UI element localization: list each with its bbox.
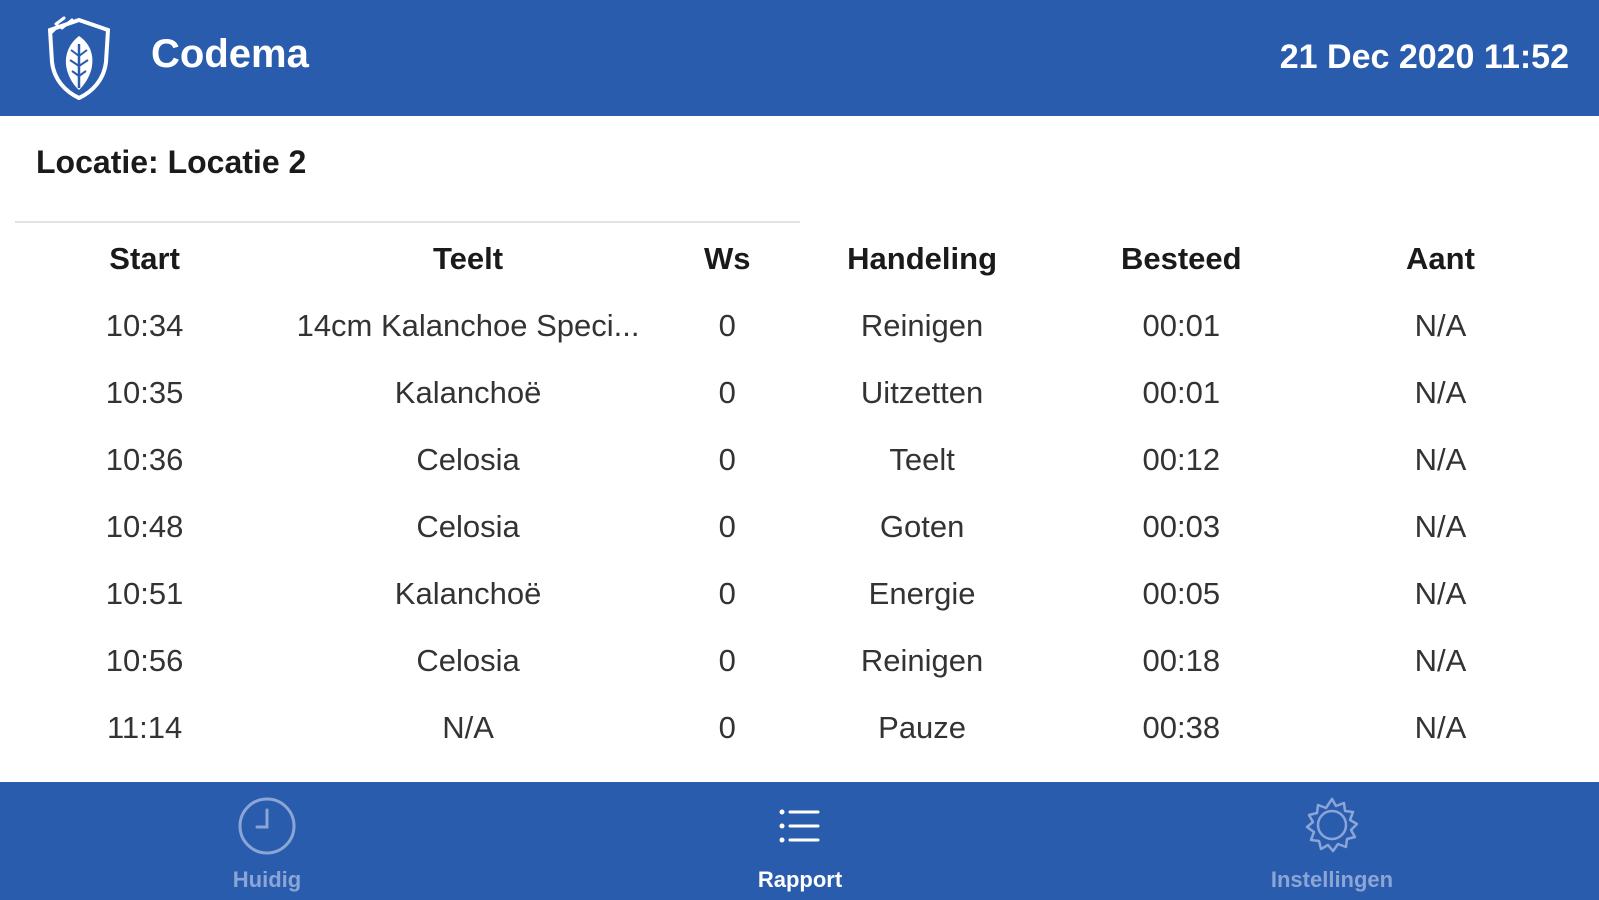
cell-besteed: 00:01 <box>1142 374 1221 410</box>
cell-aant: N/A <box>1414 575 1467 611</box>
shield-leaf-logo-icon <box>47 16 111 100</box>
cell-ws: 0 <box>718 709 736 745</box>
cell-ws: 0 <box>718 307 736 343</box>
cell-aant: N/A <box>1414 307 1467 343</box>
table-row[interactable]: 10:36 Celosia 0 Teelt 00:12 N/A <box>15 426 1570 493</box>
cell-aant: N/A <box>1414 441 1467 477</box>
tab-instellingen-label: Instellingen <box>1270 867 1394 892</box>
table-row[interactable]: 10:51 Kalanchoë 0 Energie 00:05 N/A <box>15 560 1570 627</box>
cell-teelt: Kalanchoë <box>394 374 542 410</box>
gear-icon <box>1305 797 1359 853</box>
cell-ws: 0 <box>718 441 736 477</box>
column-header-teelt: Teelt <box>433 241 504 276</box>
location-label: Locatie: Locatie 2 <box>36 144 307 180</box>
cell-besteed: 00:38 <box>1142 709 1221 745</box>
list-icon <box>779 809 820 843</box>
cell-handeling: Teelt <box>889 441 955 477</box>
table-row[interactable]: 10:35 Kalanchoë 0 Uitzetten 00:01 N/A <box>15 359 1570 426</box>
column-header-handeling: Handeling <box>847 241 998 276</box>
cell-start: 10:56 <box>105 642 184 678</box>
location-divider <box>15 221 800 223</box>
cell-ws: 0 <box>718 642 736 678</box>
cell-besteed: 00:12 <box>1142 441 1221 477</box>
cell-start: 10:51 <box>105 575 184 611</box>
cell-start: 10:36 <box>105 441 184 477</box>
table-row[interactable]: 10:48 Celosia 0 Goten 00:03 N/A <box>15 493 1570 560</box>
column-header-aant: Aant <box>1406 241 1475 276</box>
header-bar: Codema 21 Dec 2020 11:52 <box>0 0 1599 116</box>
cell-teelt: Kalanchoë <box>394 575 542 611</box>
tab-rapport-label: Rapport <box>757 867 843 892</box>
cell-start: 10:48 <box>105 508 184 544</box>
cell-handeling: Goten <box>879 508 965 544</box>
app-title: Codema <box>151 32 309 76</box>
tab-rapport[interactable]: Rapport <box>700 782 900 900</box>
clock-icon <box>238 797 296 855</box>
cell-teelt: Celosia <box>416 441 520 477</box>
tab-huidig[interactable]: Huidig <box>167 782 367 900</box>
column-header-ws: Ws <box>703 241 751 276</box>
table-row[interactable]: 10:56 Celosia 0 Reinigen 00:18 N/A <box>15 627 1570 694</box>
cell-handeling: Reinigen <box>860 307 984 343</box>
tab-instellingen[interactable]: Instellingen <box>1232 782 1432 900</box>
cell-teelt: 14cm Kalanchoe Speci... <box>296 307 640 343</box>
cell-aant: N/A <box>1414 642 1467 678</box>
cell-teelt: Celosia <box>416 642 520 678</box>
cell-besteed: 00:01 <box>1142 307 1221 343</box>
cell-start: 10:34 <box>105 307 184 343</box>
cell-ws: 0 <box>718 575 736 611</box>
bottom-tab-bar: Huidig Rapport Instellingen <box>0 782 1599 900</box>
table-header-row: Start Teelt Ws Handeling Besteed Aant <box>15 226 1570 292</box>
cell-handeling: Uitzetten <box>860 374 984 410</box>
cell-besteed: 00:03 <box>1142 508 1221 544</box>
cell-besteed: 00:05 <box>1142 575 1221 611</box>
table-row[interactable]: 10:34 14cm Kalanchoe Speci... 0 Reinigen… <box>15 292 1570 359</box>
cell-teelt: Celosia <box>416 508 520 544</box>
cell-ws: 0 <box>718 374 736 410</box>
cell-handeling: Reinigen <box>860 642 984 678</box>
cell-aant: N/A <box>1414 709 1467 745</box>
cell-teelt: N/A <box>442 709 494 745</box>
tab-huidig-label: Huidig <box>232 867 302 892</box>
report-table: Start Teelt Ws Handeling Besteed Aant 10… <box>15 226 1570 761</box>
cell-start: 11:14 <box>106 709 183 745</box>
cell-handeling: Pauze <box>878 709 967 745</box>
cell-aant: N/A <box>1414 508 1467 544</box>
header-datetime: 21 Dec 2020 11:52 <box>1279 38 1569 76</box>
cell-aant: N/A <box>1414 374 1467 410</box>
cell-handeling: Energie <box>868 575 976 611</box>
cell-besteed: 00:18 <box>1142 642 1221 678</box>
table-row[interactable]: 11:14 N/A 0 Pauze 00:38 N/A <box>15 694 1570 761</box>
cell-ws: 0 <box>718 508 736 544</box>
column-header-besteed: Besteed <box>1120 241 1242 276</box>
cell-start: 10:35 <box>105 374 184 410</box>
column-header-start: Start <box>109 241 180 276</box>
